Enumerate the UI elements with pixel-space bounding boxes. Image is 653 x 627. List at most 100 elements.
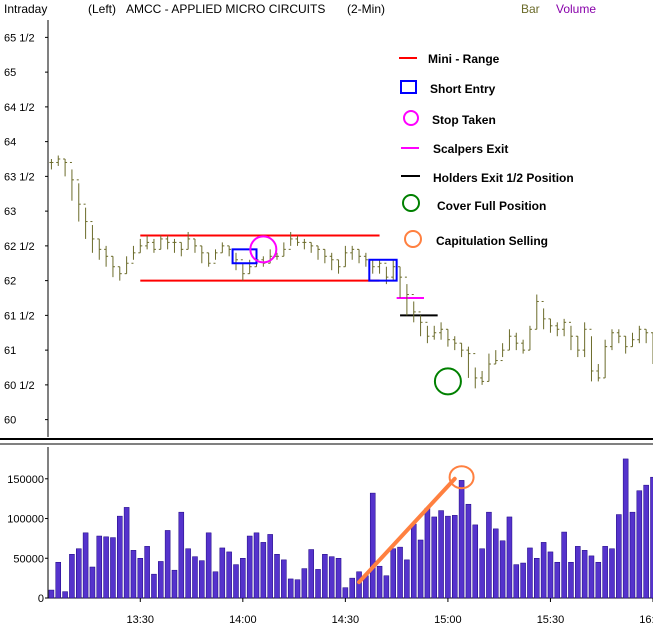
volume-bar <box>212 571 219 599</box>
price-tick-label: 62 <box>4 276 16 288</box>
short-entry-box <box>368 258 398 282</box>
volume-bar <box>253 532 260 599</box>
volume-bar <box>96 535 103 599</box>
volume-bar <box>397 546 403 599</box>
volume-bar <box>89 566 96 599</box>
volume-bar <box>246 535 253 599</box>
volume-bar <box>178 511 185 599</box>
legend-mini-range: Mini - Range <box>428 52 500 66</box>
volume-bar <box>117 515 123 599</box>
capitulation-line <box>357 476 457 585</box>
volume-bar <box>103 536 109 599</box>
legend: Mini - Range Short Entry Stop Taken Scal… <box>399 52 574 248</box>
volume-bar <box>540 542 547 599</box>
volume-bar <box>506 516 513 599</box>
volume-bar <box>274 554 280 599</box>
volume-bar <box>349 577 355 599</box>
capitulation-circle <box>448 465 475 490</box>
legend-scalpers-exit: Scalpers Exit <box>433 142 508 156</box>
volume-bar <box>554 561 561 599</box>
volume-bar <box>417 539 424 599</box>
price-tick-label: 61 <box>4 345 16 357</box>
volume-bar <box>547 551 554 599</box>
volume-bar <box>424 507 431 599</box>
volume-bar <box>335 558 342 599</box>
legend-holders-exit: Holders Exit 1/2 Position <box>433 171 574 185</box>
volume-bar <box>513 564 520 599</box>
volume-bar <box>267 534 273 599</box>
volume-bar <box>308 549 314 599</box>
volume-bar <box>144 546 150 599</box>
volume-tick-label: 100000 <box>7 514 44 526</box>
volume-bar <box>595 561 602 599</box>
volume-bar <box>281 559 287 599</box>
volume-bar <box>561 531 567 599</box>
volume-bar <box>192 556 198 599</box>
header-bar-label: Bar <box>521 2 540 16</box>
time-tick-label: 14:30 <box>332 614 360 626</box>
volume-bar <box>151 573 157 599</box>
volume-bar <box>452 515 458 599</box>
legend-cover-full: Cover Full Position <box>437 199 546 213</box>
legend-capitulation: Capitulation Selling <box>436 234 548 248</box>
volume-tick-label: 50000 <box>13 553 44 565</box>
volume-bar <box>137 558 144 599</box>
header-side: (Left) <box>88 2 116 16</box>
volume-bar <box>158 561 164 599</box>
time-tick-label: 16:00 <box>639 614 653 626</box>
header-title: AMCC - APPLIED MICRO CIRCUITS <box>126 2 325 16</box>
volume-bar <box>110 537 116 599</box>
volume-bar <box>55 561 62 599</box>
volume-bar <box>383 575 390 599</box>
volume-bar <box>123 507 130 599</box>
volume-tick-label: 150000 <box>7 474 44 486</box>
volume-bar <box>410 523 417 599</box>
price-tick-label: 61 1/2 <box>4 310 35 322</box>
time-tick-label: 15:00 <box>434 614 462 626</box>
volume-bar <box>404 559 410 599</box>
price-tick-label: 64 1/2 <box>4 102 35 114</box>
volume-bar <box>328 556 335 599</box>
legend-capitulation-swatch <box>404 230 422 248</box>
short-entry-box <box>231 248 258 265</box>
legend-short-entry-swatch <box>400 80 417 94</box>
annotation-circle <box>433 367 462 396</box>
volume-bar <box>376 565 383 599</box>
time-tick-label: 13:30 <box>127 614 155 626</box>
volume-bar <box>636 490 643 599</box>
volume-bar <box>164 530 171 599</box>
volume-bar <box>602 546 608 599</box>
volume-bar <box>322 554 328 599</box>
annotation-circle <box>249 235 278 264</box>
volume-bar <box>609 548 615 599</box>
time-tick-label: 15:30 <box>537 614 565 626</box>
volume-bar <box>260 542 267 599</box>
volume-tick-label: 0 <box>38 593 44 605</box>
volume-bar <box>493 528 499 599</box>
volume-bar <box>472 524 479 599</box>
volume-bar <box>445 515 451 599</box>
volume-bar <box>616 514 622 599</box>
volume-bar <box>130 550 137 599</box>
volume-bar <box>301 568 308 599</box>
volume-bar <box>287 578 294 599</box>
price-tick-label: 63 <box>4 206 16 218</box>
volume-bar <box>643 484 649 599</box>
volume-bar <box>588 555 595 599</box>
volume-bar <box>356 571 362 599</box>
volume-bar <box>499 540 506 599</box>
volume-bar <box>233 564 239 599</box>
time-tick-label: 14:00 <box>229 614 257 626</box>
volume-bar <box>185 548 191 599</box>
price-tick-label: 62 1/2 <box>4 241 35 253</box>
price-tick-label: 64 <box>4 137 16 149</box>
volume-bar <box>486 511 492 599</box>
volume-bar <box>520 562 526 599</box>
volume-bar <box>199 560 205 599</box>
volume-bar <box>205 532 212 599</box>
volume-bar <box>62 591 68 599</box>
volume-bar <box>458 480 465 599</box>
legend-cover-full-swatch <box>402 194 420 212</box>
legend-stop-taken-swatch <box>403 110 419 126</box>
